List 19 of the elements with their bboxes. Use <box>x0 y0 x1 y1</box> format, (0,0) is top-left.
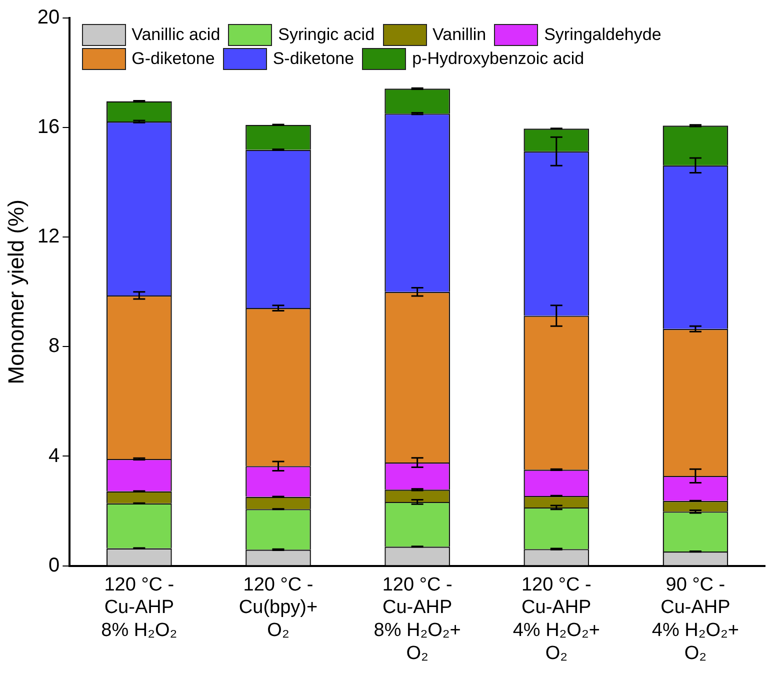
y-tick-label: 20 <box>37 6 60 29</box>
legend-label: p-Hydroxybenzoic acid <box>412 49 584 69</box>
y-tick-label: 12 <box>37 226 60 248</box>
x-tick-label: 90 °C - Cu-AHP 4% H₂O₂+ O₂ <box>652 574 740 664</box>
legend-label: Vanillic acid <box>132 25 220 45</box>
y-axis-title: Monomer yield (%) <box>3 200 28 384</box>
legend-label: Syringic acid <box>278 25 375 45</box>
x-tick-label: 120 °C - Cu(bpy)+ O₂ <box>238 574 318 642</box>
y-tick-label: 0 <box>48 554 60 576</box>
legend-label: Syringaldehyde <box>544 25 662 45</box>
y-tick-label: 8 <box>48 335 60 358</box>
y-tick-label: 16 <box>37 116 60 138</box>
x-tick-label: 120 °C - Cu-AHP 4% H₂O₂+ O₂ <box>512 574 600 664</box>
x-tick-label: 120 °C - Cu-AHP 8% H₂O₂ <box>101 574 178 642</box>
x-tick-label: 120 °C - Cu-AHP 8% H₂O₂+ O₂ <box>374 574 461 664</box>
legend-label: G-diketone <box>132 49 215 69</box>
legend-label: S-diketone <box>272 49 354 69</box>
y-tick-label: 4 <box>48 444 60 467</box>
legend-label: Vanillin <box>432 25 486 45</box>
